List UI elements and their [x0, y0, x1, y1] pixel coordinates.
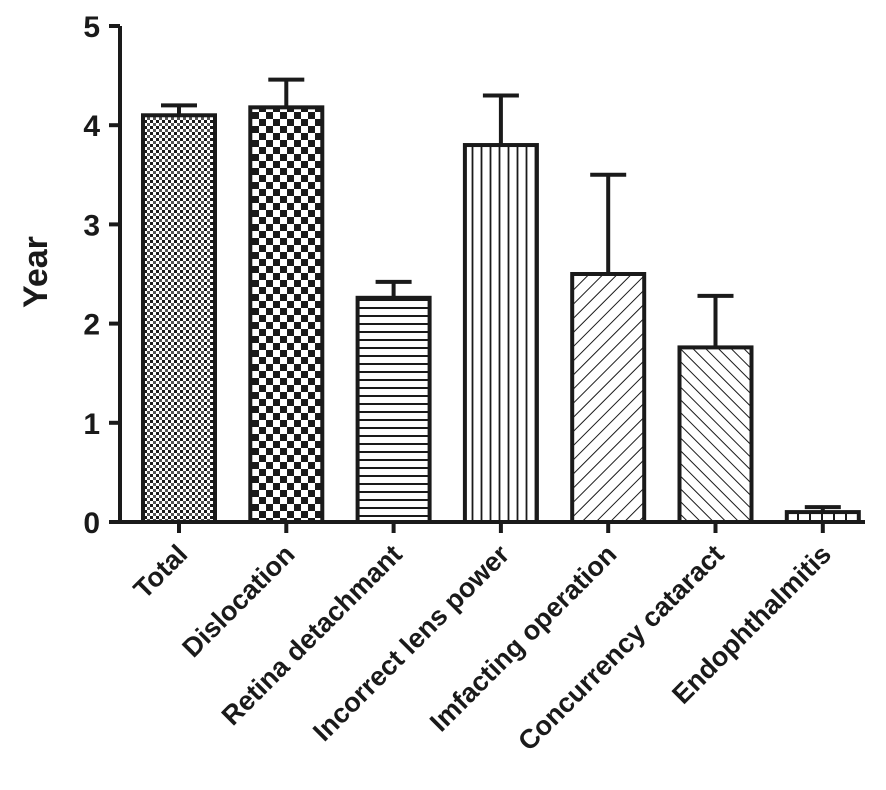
bar-imfacting-operation [570, 272, 647, 524]
error-bars [161, 77, 841, 513]
x-tick-label: Retina detachmant [216, 539, 408, 731]
bars [141, 105, 861, 525]
y-tick-label: 4 [83, 110, 100, 143]
y-tick-label: 1 [83, 408, 100, 441]
x-tick-label: Imfacting operation [424, 539, 622, 737]
bar-retina-detachmant [355, 295, 432, 525]
bar-incorrect-lens-power [462, 143, 539, 524]
bar-dislocation [248, 105, 325, 525]
bar-endophthalmitis [784, 510, 861, 525]
x-tick-label: Incorrect lens power [307, 539, 515, 747]
y-axis: 0 1 2 3 4 5 [83, 11, 122, 540]
y-tick-label: 2 [83, 309, 100, 342]
x-tick-label: Total [128, 539, 193, 604]
bar-concurrency-cataract [677, 345, 754, 524]
x-tick-label: Concurrency cataract [512, 539, 730, 757]
y-tick-label: 3 [83, 209, 100, 242]
y-tick-label: 0 [83, 507, 100, 540]
y-axis-label: Year [17, 236, 55, 308]
y-tick-label: 5 [83, 11, 100, 44]
bar-total [141, 113, 217, 524]
